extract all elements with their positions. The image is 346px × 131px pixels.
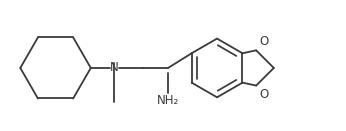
- Text: N: N: [110, 61, 119, 74]
- Text: O: O: [259, 35, 268, 48]
- Text: NH₂: NH₂: [157, 94, 179, 107]
- Text: O: O: [259, 88, 268, 100]
